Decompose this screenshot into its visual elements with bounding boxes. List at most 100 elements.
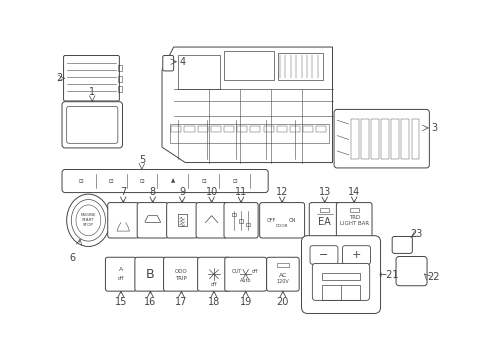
Text: ⊡: ⊡ (109, 179, 114, 184)
Bar (401, 119, 409, 159)
Text: ⊡: ⊡ (232, 179, 237, 184)
Text: 5: 5 (139, 155, 145, 165)
FancyBboxPatch shape (224, 203, 258, 238)
Text: ON: ON (289, 218, 297, 223)
Bar (264, 126, 273, 132)
FancyBboxPatch shape (225, 257, 267, 291)
Bar (118, 65, 122, 71)
FancyBboxPatch shape (196, 203, 227, 238)
Bar (277, 263, 289, 266)
Text: OFF: OFF (267, 218, 276, 223)
Bar (118, 76, 122, 82)
FancyBboxPatch shape (67, 106, 118, 143)
Text: 18: 18 (208, 297, 220, 306)
Text: 10: 10 (205, 187, 218, 197)
Text: 120V: 120V (276, 279, 289, 284)
Bar (239, 219, 244, 222)
Text: +: + (352, 250, 361, 260)
Bar (177, 55, 220, 89)
Text: 1: 1 (89, 87, 96, 97)
FancyBboxPatch shape (163, 55, 173, 71)
FancyBboxPatch shape (301, 236, 381, 314)
FancyBboxPatch shape (62, 170, 268, 193)
FancyBboxPatch shape (164, 257, 199, 291)
Bar (371, 119, 379, 159)
Text: EA: EA (318, 217, 331, 227)
Text: 11: 11 (235, 187, 247, 197)
Text: 19: 19 (240, 297, 252, 306)
Bar (392, 119, 399, 159)
FancyBboxPatch shape (137, 203, 168, 238)
FancyBboxPatch shape (197, 257, 230, 291)
Bar (321, 273, 361, 280)
Text: off: off (252, 269, 258, 274)
Bar (197, 126, 208, 132)
Bar (278, 53, 323, 80)
FancyBboxPatch shape (336, 203, 372, 238)
Text: ▲: ▲ (171, 179, 175, 184)
Bar (172, 126, 181, 132)
Bar (361, 119, 369, 159)
FancyBboxPatch shape (108, 203, 139, 238)
Bar (211, 126, 221, 132)
Bar (118, 86, 122, 93)
FancyBboxPatch shape (334, 109, 429, 168)
Text: 12: 12 (276, 187, 288, 197)
Text: AC: AC (279, 273, 287, 278)
FancyBboxPatch shape (62, 102, 122, 148)
Bar (224, 126, 234, 132)
Bar (320, 208, 329, 212)
Text: B: B (146, 268, 155, 281)
Text: 9: 9 (179, 187, 185, 197)
FancyBboxPatch shape (309, 203, 340, 238)
Text: A: A (119, 267, 123, 272)
Bar (184, 126, 195, 132)
Text: ⊡: ⊡ (140, 179, 145, 184)
Bar (349, 208, 359, 212)
Text: OUT: OUT (231, 269, 242, 274)
Text: 14: 14 (348, 187, 360, 197)
FancyBboxPatch shape (260, 203, 305, 238)
Bar (290, 126, 300, 132)
FancyBboxPatch shape (396, 256, 427, 286)
Bar (170, 124, 329, 143)
Text: ⊡: ⊡ (201, 179, 206, 184)
Bar (316, 126, 326, 132)
Bar (412, 119, 419, 159)
Bar (303, 126, 313, 132)
Text: 6: 6 (70, 253, 76, 263)
FancyBboxPatch shape (343, 246, 370, 264)
Text: 2: 2 (56, 73, 63, 83)
Text: 16: 16 (144, 297, 156, 306)
Text: ENGINE
START
STOP: ENGINE START STOP (80, 213, 96, 227)
FancyBboxPatch shape (267, 257, 299, 291)
Text: TRIP: TRIP (175, 275, 187, 280)
Text: 8: 8 (149, 187, 156, 197)
Bar (224, 51, 274, 80)
Text: ⊡: ⊡ (78, 179, 83, 184)
FancyBboxPatch shape (312, 264, 369, 300)
Text: 4: 4 (179, 57, 185, 67)
FancyBboxPatch shape (135, 257, 166, 291)
Bar (232, 213, 236, 216)
Bar (237, 126, 247, 132)
Bar (351, 119, 359, 159)
Text: 17: 17 (175, 297, 188, 306)
Text: off: off (118, 276, 124, 281)
FancyBboxPatch shape (392, 237, 412, 253)
Text: Auto: Auto (240, 278, 251, 283)
FancyBboxPatch shape (310, 246, 338, 264)
FancyBboxPatch shape (64, 55, 120, 101)
Text: ODO: ODO (175, 269, 188, 274)
Text: 7: 7 (120, 187, 126, 197)
Text: 13: 13 (318, 187, 331, 197)
Text: ←21: ←21 (379, 270, 399, 280)
Bar (321, 285, 361, 300)
Text: off: off (211, 282, 217, 287)
Bar (277, 126, 287, 132)
FancyBboxPatch shape (105, 257, 136, 291)
Bar (250, 126, 260, 132)
Text: DOOR: DOOR (276, 224, 289, 228)
Text: −: − (319, 250, 329, 260)
Text: 3: 3 (431, 123, 437, 133)
